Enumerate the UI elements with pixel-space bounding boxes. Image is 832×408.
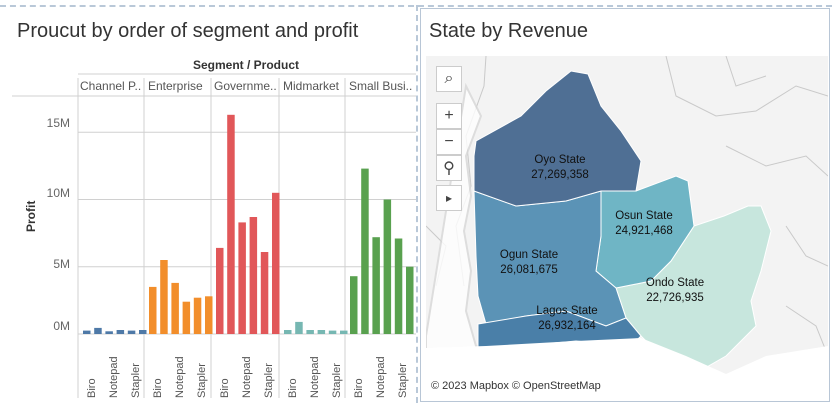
bar-5-6[interactable]	[406, 266, 414, 334]
x-tick-label: Biro	[85, 378, 98, 398]
segment-label-channel: Channel P..	[80, 79, 142, 93]
map-pin-button[interactable]: ⚲	[436, 155, 462, 181]
x-tick-label: Stapler	[331, 363, 344, 398]
map-zoom-out-button[interactable]: −	[436, 129, 462, 155]
panel-divider	[416, 5, 418, 403]
osun-state-name: Osun State	[615, 210, 673, 222]
x-tick-label: Notepad	[173, 356, 186, 398]
x-tick-label: Biro	[286, 378, 299, 398]
bar-1-1[interactable]	[83, 330, 91, 334]
profit-bar-chart	[12, 73, 416, 398]
y-tick-15m: 15M	[46, 116, 70, 130]
x-tick-label: Stapler	[130, 363, 143, 398]
x-tick-label: Notepad	[374, 356, 387, 398]
x-tick-label: Notepad	[240, 356, 253, 398]
bar-3-3[interactable]	[238, 222, 246, 334]
bar-2-2[interactable]	[160, 260, 168, 334]
bar-4-6[interactable]	[340, 330, 348, 334]
segment-label-enterprise: Enterprise	[148, 79, 203, 93]
bar-5-5[interactable]	[394, 238, 403, 335]
osun-state-label: Osun State 24,921,468	[604, 209, 684, 239]
segment-label-government: Governme..	[214, 79, 277, 93]
bar-2-4[interactable]	[182, 301, 191, 334]
bar-1-2[interactable]	[94, 327, 102, 334]
x-tick-label: Biro	[352, 378, 365, 398]
bar-1-3[interactable]	[105, 331, 113, 334]
bar-3-2[interactable]	[227, 114, 235, 334]
bar-1-4[interactable]	[116, 330, 125, 334]
x-tick-label: Stapler	[263, 363, 276, 398]
bar-2-6[interactable]	[205, 296, 213, 334]
state-revenue-map[interactable]	[426, 56, 828, 398]
bar-4-2[interactable]	[295, 321, 303, 334]
coastline-water	[426, 338, 828, 398]
bar-3-1[interactable]	[216, 247, 224, 334]
lagos-state-label: Lagos State 26,932,164	[527, 304, 607, 334]
bar-2-5[interactable]	[193, 297, 202, 334]
oyo-state-label: Oyo State 27,269,358	[520, 153, 600, 183]
x-tick-label: Biro	[218, 378, 231, 398]
x-tick-label: Biro	[151, 378, 164, 398]
bar-3-4[interactable]	[249, 217, 258, 334]
segment-product-header: Segment / Product	[192, 58, 299, 72]
bar-5-4[interactable]	[383, 199, 392, 335]
bar-2-3[interactable]	[171, 282, 179, 334]
lagos-state-value: 26,932,164	[538, 320, 596, 332]
osun-state-value: 24,921,468	[615, 225, 673, 237]
x-tick-label: Notepad	[308, 356, 321, 398]
bar-3-6[interactable]	[272, 192, 280, 334]
map-search-button[interactable]: ⌕	[436, 66, 462, 92]
x-tick-label: Stapler	[397, 363, 410, 398]
ondo-state-name: Ondo State	[645, 277, 705, 289]
ondo-state-value: 22,726,935	[646, 292, 704, 304]
x-tick-label: Notepad	[107, 356, 120, 398]
y-tick-5m: 5M	[53, 257, 70, 271]
bar-4-4[interactable]	[317, 330, 326, 334]
segment-label-midmarket: Midmarket	[283, 79, 340, 93]
bar-4-5[interactable]	[328, 330, 337, 334]
ogun-state-value: 26,081,675	[500, 264, 558, 276]
chart-title: Proucut by order of segment and profit	[17, 20, 359, 42]
x-tick-label: Stapler	[196, 363, 209, 398]
ogun-state-name: Ogun State	[499, 249, 559, 261]
ondo-state-label: Ondo State 22,726,935	[635, 276, 715, 306]
bar-4-3[interactable]	[306, 330, 314, 334]
bar-4-1[interactable]	[284, 330, 292, 334]
bar-1-5[interactable]	[127, 330, 136, 334]
oyo-state-name: Oyo State	[534, 154, 586, 166]
map-zoom-in-button[interactable]: +	[436, 103, 462, 129]
bar-5-2[interactable]	[361, 168, 369, 334]
map-attribution[interactable]: © 2023 Mapbox © OpenStreetMap	[431, 380, 601, 392]
y-tick-0m: 0M	[53, 319, 70, 333]
lagos-state-name: Lagos State	[536, 305, 598, 317]
bar-5-3[interactable]	[372, 237, 380, 334]
map-play-button[interactable]: ▸	[436, 185, 462, 211]
y-tick-10m: 10M	[46, 186, 70, 200]
oyo-state-value: 27,269,358	[531, 169, 589, 181]
segment-label-small-business: Small Busi..	[349, 79, 413, 93]
bar-5-1[interactable]	[350, 276, 358, 334]
map-panel-frame	[420, 8, 830, 402]
bar-1-6[interactable]	[139, 330, 147, 334]
bar-3-5[interactable]	[260, 252, 269, 334]
bar-2-1[interactable]	[149, 286, 157, 334]
ogun-state-label: Ogun State 26,081,675	[489, 248, 569, 278]
map-canvas	[426, 56, 828, 398]
map-title: State by Revenue	[429, 20, 588, 42]
oyo-state-region[interactable]	[473, 70, 642, 207]
